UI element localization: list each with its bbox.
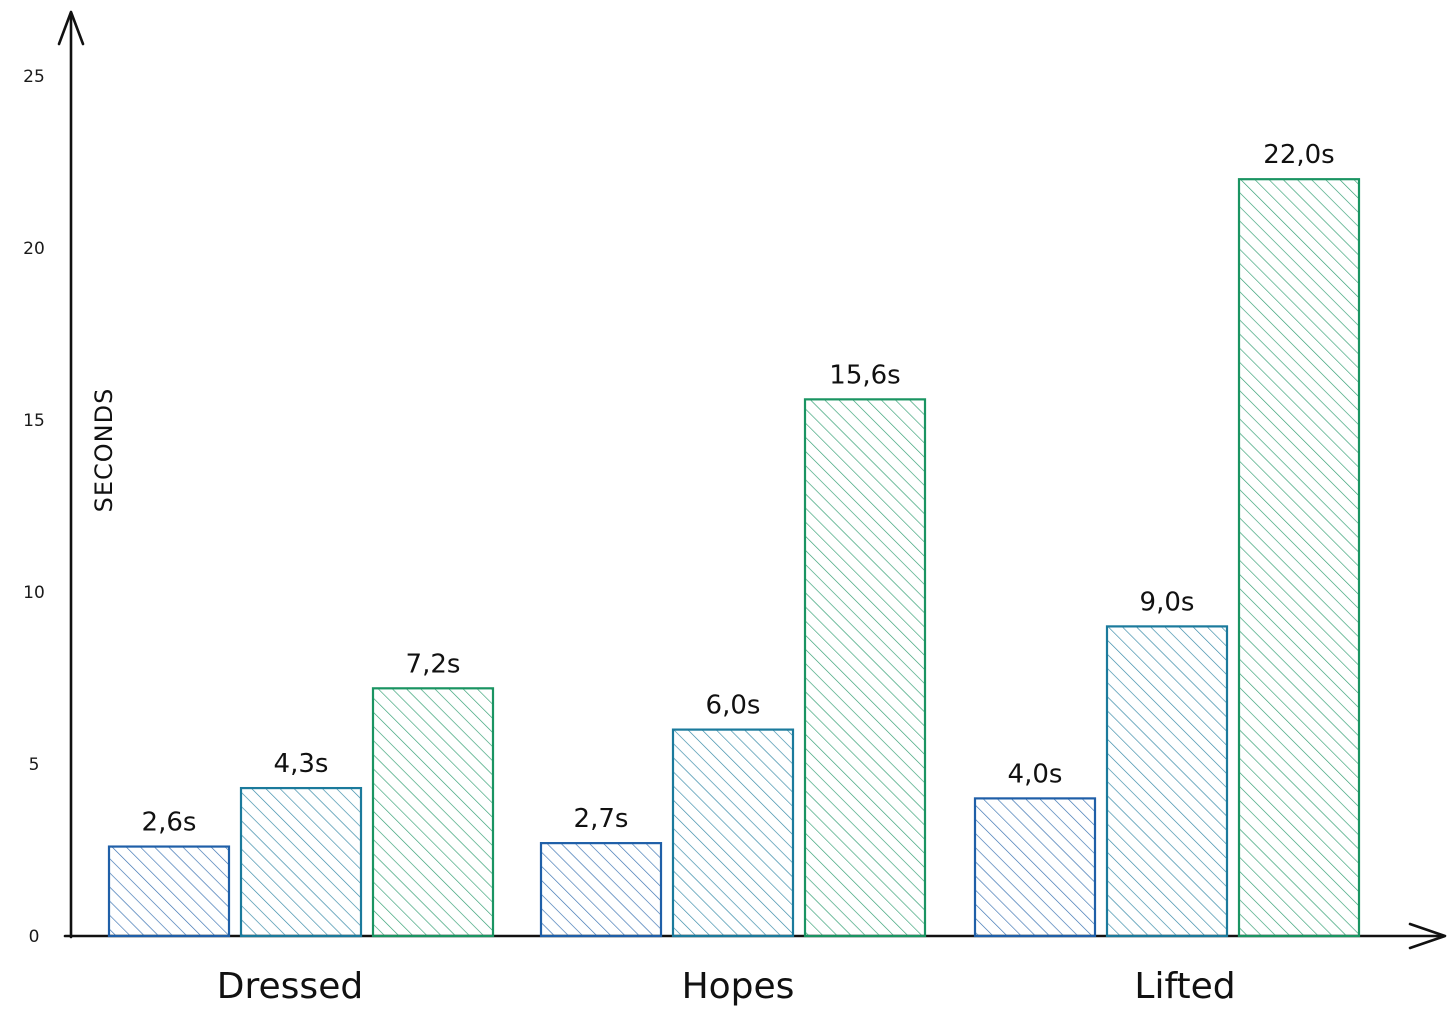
y-tick-labels: 0 5 10 15 20 25: [23, 67, 45, 947]
bar: [973, 797, 1097, 938]
y-tick-label: 15: [23, 411, 45, 431]
y-tick-label: 20: [23, 239, 45, 259]
bar: [539, 842, 663, 938]
bar: [1237, 178, 1361, 938]
bar: [239, 786, 363, 938]
value-label: 7,2s: [406, 649, 461, 679]
bar: [1105, 625, 1229, 938]
category-labels: Dressed Hopes Lifted: [217, 966, 1236, 1007]
bar: [803, 398, 927, 938]
value-label: 2,6s: [142, 808, 197, 838]
value-label: 4,0s: [1008, 759, 1063, 789]
category-label: Dressed: [217, 966, 363, 1007]
y-tick-label: 25: [23, 67, 45, 87]
category-label: Lifted: [1134, 966, 1235, 1007]
value-label: 22,0s: [1263, 140, 1334, 170]
value-label: 9,0s: [1140, 587, 1195, 617]
bar: [371, 687, 495, 938]
value-label: 6,0s: [706, 691, 761, 721]
y-axis-title: SECONDS: [90, 388, 118, 513]
bar: [671, 728, 795, 938]
category-label: Hopes: [682, 966, 795, 1007]
y-tick-label: 5: [29, 755, 40, 775]
x-axis-arrowhead: [1408, 922, 1447, 950]
bar-groups: [107, 178, 1361, 938]
y-axis: [57, 10, 85, 939]
value-label: 2,7s: [574, 804, 629, 834]
y-tick-label: 0: [29, 927, 40, 947]
y-axis-arrowhead: [57, 10, 85, 46]
value-label: 4,3s: [274, 749, 329, 779]
bar: [107, 845, 231, 938]
value-label: 15,6s: [829, 360, 900, 390]
y-tick-label: 10: [23, 583, 45, 603]
value-labels: 2,6s 4,3s 7,2s 2,7s 6,0s 15,6s 4,0s 9,0s 22,0s: [142, 140, 1335, 837]
